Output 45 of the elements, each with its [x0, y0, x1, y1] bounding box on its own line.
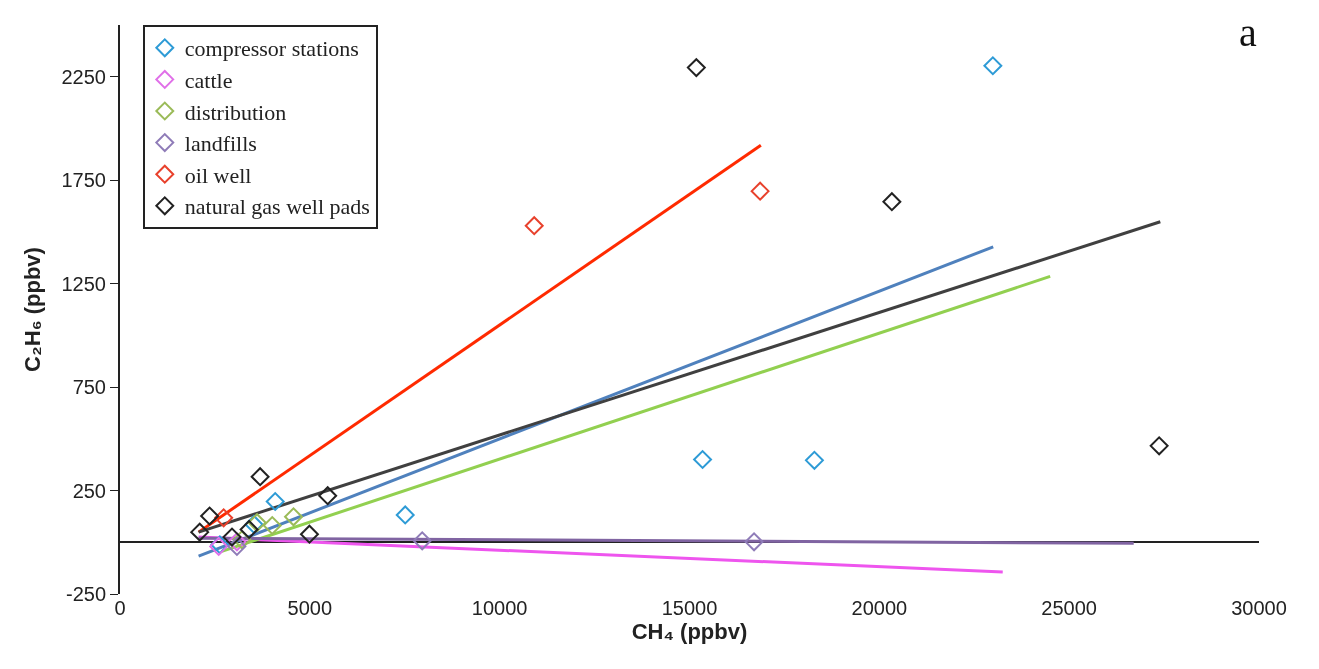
point	[693, 450, 713, 469]
point	[262, 516, 282, 535]
legend-label: landfills	[184, 131, 257, 157]
point	[300, 524, 319, 544]
point	[265, 492, 285, 511]
y-tick-label: -250	[65, 583, 106, 605]
point	[232, 530, 252, 550]
point	[882, 192, 902, 212]
point	[190, 522, 210, 542]
x-tick-label: 30000	[1231, 597, 1287, 619]
point	[250, 467, 270, 487]
x-tick-label: 25000	[1041, 597, 1097, 619]
point	[318, 486, 338, 506]
x-tick-label: 20000	[851, 597, 908, 619]
y-tick-label: 1250	[61, 272, 106, 295]
y-tick-label: 750	[72, 376, 106, 399]
x-axis-title: CH₄ (ppbv)	[631, 619, 748, 644]
legend-label: compressor stations	[184, 36, 359, 62]
point	[412, 531, 432, 551]
legend-label: oil well	[184, 162, 252, 188]
y-tick-label: 2250	[61, 65, 106, 88]
x-tick-label: 10000	[471, 597, 528, 619]
legend-label: cattle	[184, 67, 233, 93]
y-axis-title: C₂H₆ (ppbv)	[19, 247, 45, 372]
annotation: a	[1239, 10, 1257, 55]
legend-label: natural gas well pads	[184, 194, 370, 220]
point	[524, 216, 544, 236]
point	[983, 56, 1003, 76]
point	[222, 527, 242, 547]
point	[750, 181, 770, 201]
point	[239, 519, 259, 539]
x-tick-label: 5000	[287, 597, 333, 619]
legend-label: distribution	[184, 99, 287, 125]
point	[200, 506, 220, 526]
point	[1149, 436, 1169, 456]
x-tick-label: 15000	[661, 597, 718, 619]
x-tick-label: 0	[114, 597, 126, 619]
y-tick-label: 250	[72, 479, 106, 502]
point	[804, 450, 824, 470]
y-tick-label: 1750	[61, 169, 106, 192]
point	[686, 58, 706, 78]
point	[744, 532, 764, 552]
point	[395, 505, 415, 525]
point	[214, 508, 234, 528]
point	[284, 507, 303, 527]
